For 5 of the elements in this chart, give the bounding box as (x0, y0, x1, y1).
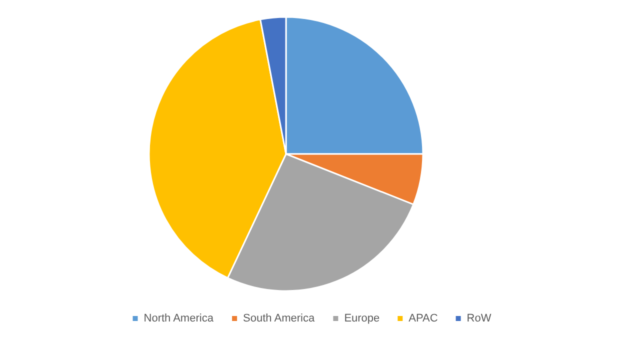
legend-label: APAC (408, 312, 438, 324)
legend-label: RoW (466, 312, 492, 324)
legend-label: Europe (344, 312, 380, 324)
legend-label: South America (243, 312, 316, 324)
legend-label: North America (144, 312, 214, 324)
